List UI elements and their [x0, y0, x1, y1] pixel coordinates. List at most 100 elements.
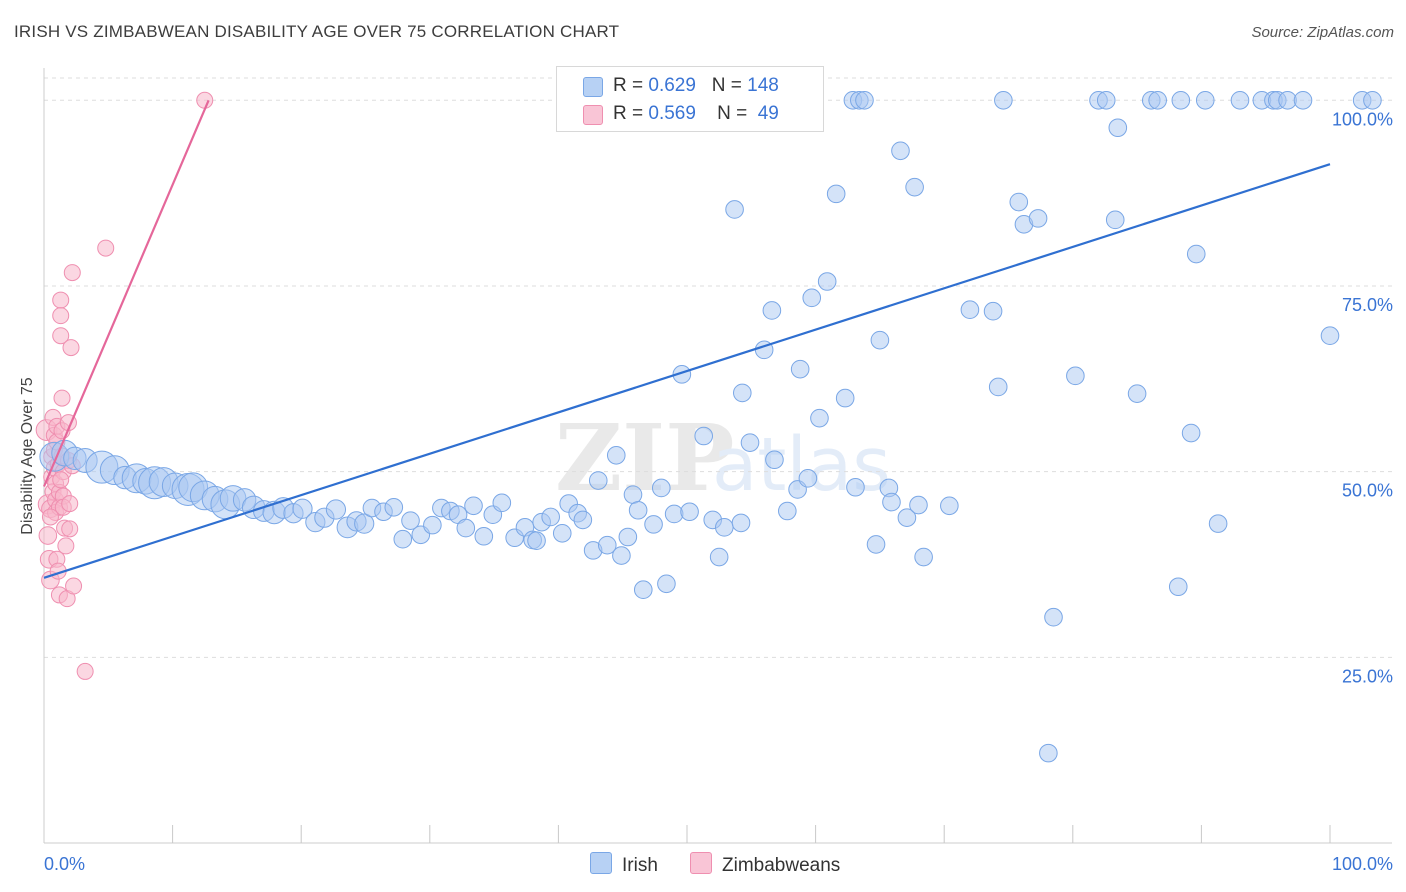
irish-point [393, 529, 413, 549]
irish-point [633, 580, 653, 600]
irish-point [714, 518, 734, 537]
zim-point [52, 327, 70, 345]
irish-point [456, 518, 476, 538]
zim-point [52, 307, 70, 325]
zim-point [57, 537, 75, 555]
gridlines [44, 77, 1392, 658]
zim-point [61, 495, 79, 513]
irish-point [835, 388, 855, 408]
irish-point [527, 531, 546, 551]
irish-point [810, 408, 829, 428]
irish-point [1186, 244, 1206, 264]
irish-point [994, 90, 1013, 110]
irish-point [597, 535, 617, 555]
irish-point [882, 492, 901, 512]
zim-point [63, 264, 81, 282]
watermark-zip: ZIP [555, 404, 734, 512]
irish-point [651, 478, 671, 498]
irish-point [1208, 514, 1228, 533]
irish-point [1293, 90, 1313, 110]
irish-point [474, 526, 494, 546]
zim-point [62, 339, 80, 357]
irish-point [1168, 577, 1188, 597]
irish-point [897, 508, 917, 527]
irish-point [762, 301, 782, 320]
irish-point [541, 507, 560, 527]
irish-n-value: 148 [747, 75, 779, 96]
zim-point [65, 577, 83, 595]
zim-n-label: N = [717, 103, 748, 124]
zim-point [196, 91, 214, 109]
irish-point [778, 501, 797, 521]
irish-point [606, 446, 626, 465]
x-tick-labels: 0.0% 100.0% [44, 854, 1393, 874]
irish-point [731, 513, 751, 533]
irish-point [612, 546, 631, 565]
irish-point [1105, 210, 1125, 230]
irish-point [709, 547, 729, 567]
irish-point [1044, 607, 1063, 627]
irish-point [325, 499, 347, 520]
irish-point [384, 497, 404, 517]
irish-point [846, 477, 865, 497]
zim-point [52, 471, 70, 489]
zim-legend-label: Zimbabweans [722, 855, 841, 876]
irish-point [826, 184, 846, 204]
irish-points [39, 90, 1382, 763]
irish-point [866, 535, 886, 554]
zim-swatch [583, 105, 603, 125]
irish-trend-line [43, 163, 1331, 579]
irish-point [905, 177, 924, 197]
zim-trend-line [42, 99, 210, 487]
irish-point [644, 515, 663, 534]
zimbabwean-points [35, 91, 214, 680]
irish-point [1363, 90, 1382, 110]
irish-point [1096, 90, 1116, 110]
irish-point [492, 493, 512, 513]
irish-legend-label: Irish [622, 855, 658, 876]
irish-point [725, 200, 744, 219]
irish-point [732, 383, 752, 403]
irish-point [1148, 90, 1167, 110]
irish-point [960, 300, 980, 320]
irish-point [855, 90, 874, 110]
irish-point [588, 471, 608, 490]
chart-title: IRISH VS ZIMBABWEAN DISABILITY AGE OVER … [14, 22, 620, 41]
irish-point [1028, 209, 1048, 228]
x-tick-label-end: 100.0% [1332, 854, 1393, 874]
irish-point [401, 511, 420, 530]
irish-point [740, 433, 760, 452]
zipatlas-watermark: ZIP atlas [555, 404, 891, 512]
irish-point [1181, 423, 1201, 443]
zim-point [76, 662, 94, 680]
irish-point [354, 513, 375, 534]
irish-r-label: R = [613, 75, 644, 96]
zim-point [61, 520, 79, 538]
y-tick-label: 75.0% [1342, 295, 1393, 315]
irish-point [870, 330, 890, 350]
irish-point [694, 426, 714, 446]
source-label: Source: ZipAtlas.com [1251, 24, 1394, 41]
trend-lines [42, 99, 1331, 579]
zim-point [38, 526, 58, 545]
zim-point [97, 239, 115, 257]
irish-point [657, 574, 676, 594]
irish-point [1127, 384, 1147, 403]
irish-point [1171, 90, 1191, 110]
irish-point [664, 504, 684, 524]
y-tick-labels: 25.0% 50.0% 75.0% 100.0% [1332, 109, 1393, 686]
x-tick-label-start: 0.0% [44, 854, 85, 874]
irish-n-label: N = [711, 75, 742, 96]
irish-point [1320, 326, 1340, 346]
irish-point [552, 523, 572, 543]
irish-point [680, 502, 699, 522]
irish-point [798, 469, 818, 488]
zim-point [52, 291, 70, 309]
irish-point [1066, 366, 1085, 386]
irish-point [790, 359, 810, 379]
bottom-legend-zim: Zimbabweans [690, 852, 840, 877]
bottom-legend-irish: Irish [590, 852, 658, 877]
zim-r-value: 0.569 [648, 103, 696, 124]
y-tick-label: 25.0% [1342, 666, 1393, 686]
